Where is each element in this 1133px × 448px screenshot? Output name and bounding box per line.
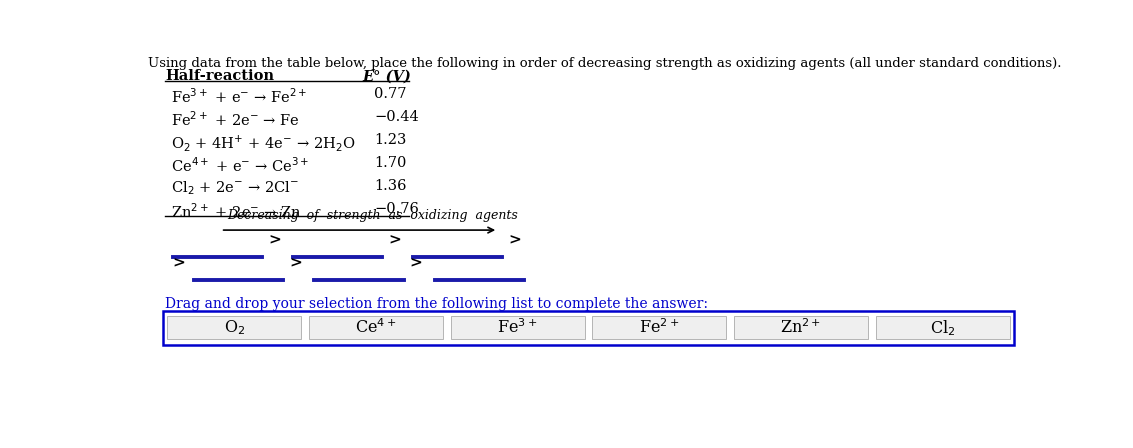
Text: Fe$^{2+}$: Fe$^{2+}$ [639,319,680,337]
Text: Zn$^{2+}$: Zn$^{2+}$ [781,319,821,337]
Text: −0.44: −0.44 [374,110,419,124]
Text: >: > [267,233,281,247]
Text: E° (V): E° (V) [363,69,411,83]
Text: O$_2$ + 4H$^{+}$ + 4e$^{-}$ → 2H$_2$O: O$_2$ + 4H$^{+}$ + 4e$^{-}$ → 2H$_2$O [171,133,356,153]
Text: −0.76: −0.76 [374,202,419,216]
Text: >: > [290,257,303,271]
Bar [168,316,301,340]
Text: >: > [389,233,401,247]
Text: Drag and drop your selection from the following list to complete the answer:: Drag and drop your selection from the fo… [165,297,708,311]
Text: Ce$^{4+}$ + e$^{-}$ → Ce$^{3+}$: Ce$^{4+}$ + e$^{-}$ → Ce$^{3+}$ [171,156,309,175]
Text: 1.36: 1.36 [374,179,407,193]
Bar [451,316,585,340]
Text: Ce$^{4+}$: Ce$^{4+}$ [356,319,397,337]
Text: Cl$_2$ + 2e$^{-}$ → 2Cl$^{-}$: Cl$_2$ + 2e$^{-}$ → 2Cl$^{-}$ [171,179,299,197]
Bar [593,316,726,340]
Text: Decreasing  of  strength  as  oxidizing  agents: Decreasing of strength as oxidizing agen… [227,209,518,222]
Text: Fe$^{3+}$ + e$^{-}$ → Fe$^{2+}$: Fe$^{3+}$ + e$^{-}$ → Fe$^{2+}$ [171,87,307,106]
Text: 1.23: 1.23 [374,133,407,147]
Text: >: > [410,257,423,271]
Bar [309,316,443,340]
Text: Fe$^{2+}$ + 2e$^{-}$ → Fe: Fe$^{2+}$ + 2e$^{-}$ → Fe [171,110,300,129]
Bar [163,311,1014,345]
Text: Cl$_2$: Cl$_2$ [930,318,955,338]
Bar [876,316,1010,340]
Text: 0.77: 0.77 [374,87,407,101]
Text: O$_2$: O$_2$ [223,319,245,337]
Text: 1.70: 1.70 [374,156,407,170]
Text: >: > [509,233,521,247]
Text: Half-reaction: Half-reaction [165,69,274,83]
Text: Zn$^{2+}$ + 2e$^{-}$ → Zn: Zn$^{2+}$ + 2e$^{-}$ → Zn [171,202,301,221]
Bar [734,316,868,340]
Text: >: > [172,257,186,271]
Text: Using data from the table below, place the following in order of decreasing stre: Using data from the table below, place t… [147,57,1062,70]
Text: Fe$^{3+}$: Fe$^{3+}$ [497,319,538,337]
